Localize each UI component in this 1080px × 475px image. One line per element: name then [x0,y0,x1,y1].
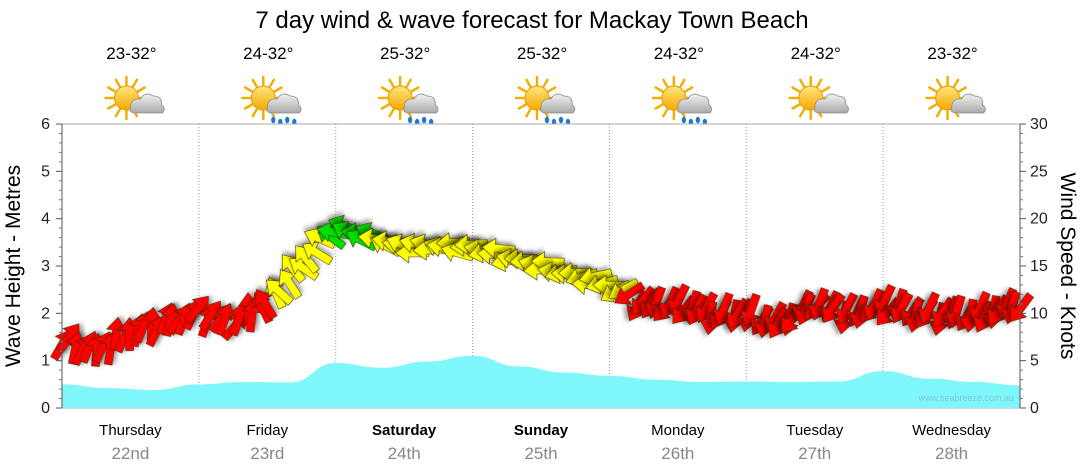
left-axis-title: Wave Height - Metres [2,165,25,367]
day-name-label: Wednesday [912,422,991,439]
wind-arrow [254,289,278,321]
partly-cloudy-icon [788,75,849,121]
grid-lines [198,124,884,408]
weather-forecast-row: 23-32° 24-32° 25-32° 25-32° 24-32° 24-32° 23-3… [104,44,986,126]
temperature-range: 23-32° [106,44,156,63]
left-axis: 0 1 2 3 4 5 6 [41,116,63,417]
left-axis-tick-label: 6 [41,116,50,133]
wind-arrow [295,245,320,275]
showers-icon [651,75,713,126]
day-date-label: 25th [524,444,557,463]
wave-height-area [62,355,1020,408]
chart-title: 7 day wind & wave forecast for Mackay To… [255,7,808,34]
right-axis-tick-label: 30 [1030,116,1048,133]
showers-icon [514,75,576,126]
left-axis-tick-label: 0 [41,400,50,417]
left-axis-tick-label: 1 [41,353,50,370]
day-name-label: Friday [246,422,288,439]
day-date-label: 27th [798,444,831,463]
wind-arrow [266,279,294,306]
right-axis-tick-label: 5 [1030,353,1039,370]
wind-arrow [1010,292,1035,322]
wind-arrow [740,292,761,327]
left-axis-tick-label: 5 [41,163,50,180]
right-axis-tick-label: 15 [1030,258,1048,275]
showers-icon [241,75,302,126]
day-name-label: Saturday [372,422,437,439]
right-axis-title: Wind Speed - Knots [1056,173,1079,360]
temperature-range: 24-32° [791,44,841,63]
day-date-label: 23rd [250,444,284,463]
left-axis-tick-label: 2 [41,305,50,322]
right-axis-tick-label: 10 [1030,305,1048,322]
day-name-label: Tuesday [786,422,843,439]
day-name-label: Monday [651,422,705,439]
day-date-label: 28th [935,444,968,463]
wave-height-area-layer [62,355,1020,408]
wind-arrow [822,292,846,323]
showers-icon [377,75,439,126]
temperature-range: 23-32° [927,44,977,63]
day-name-label: Thursday [99,422,162,439]
wind-arrow [183,295,209,325]
partly-cloudy-icon [925,75,986,121]
temperature-range: 25-32° [380,44,430,63]
wind-arrow [614,281,646,305]
wind-arrow [278,269,303,300]
left-axis-tick-label: 4 [41,211,50,228]
right-axis: 0 5 10 15 20 25 30 [1019,116,1048,417]
right-axis-tick-label: 25 [1030,163,1048,180]
left-axis-tick-label: 3 [41,258,50,275]
partly-cloudy-icon [104,75,165,121]
wind-arrows-layer [50,214,1035,367]
temperature-range: 24-32° [243,44,293,63]
temperature-range: 25-32° [517,44,567,63]
day-date-label: 24th [388,444,421,463]
day-date-label: 22nd [112,444,150,463]
watermark: www.seabreeze.com.au [917,393,1014,403]
temperature-range: 24-32° [654,44,704,63]
day-labels: Thursday 22nd Friday 23rd Saturday 24th Sunday… [99,422,991,463]
day-name-label: Sunday [514,422,569,439]
wind-arrow [767,306,791,339]
day-date-label: 26th [661,444,694,463]
right-axis-tick-label: 20 [1030,211,1048,228]
right-axis-tick-label: 0 [1030,400,1039,417]
